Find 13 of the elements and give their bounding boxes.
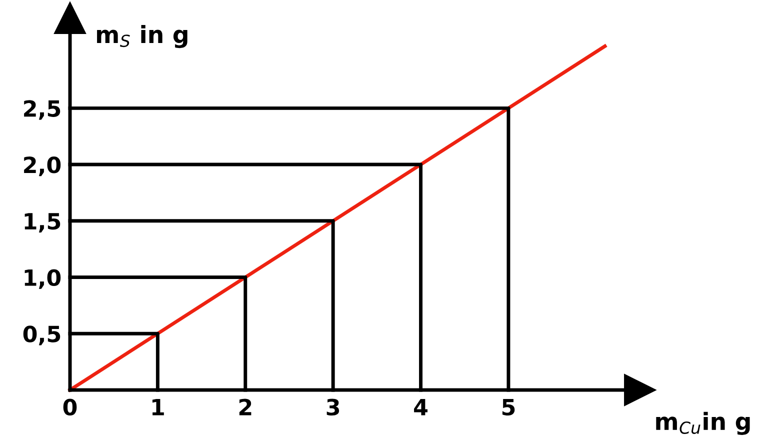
y-tick-label: 2,0 xyxy=(24,156,61,176)
y-axis-title: m$_{S}$ in g xyxy=(97,25,188,48)
x-tick-label: 3 xyxy=(326,398,340,416)
x-tick-label: 2 xyxy=(239,398,252,416)
x-tick-label: 1 xyxy=(152,399,164,416)
y-tick-label: 1,5 xyxy=(24,213,60,233)
x-axis-title: m$_{Cu}$in g xyxy=(656,412,750,435)
y-tick-label: 2,5 xyxy=(24,100,60,120)
y-tick-label: 0,5 xyxy=(23,326,60,346)
x-tick-label: 4 xyxy=(414,399,428,416)
y-tick-label: 1,0 xyxy=(24,269,61,289)
x-tick-label: 0 xyxy=(63,398,77,416)
x-tick-label: 5 xyxy=(502,399,515,416)
